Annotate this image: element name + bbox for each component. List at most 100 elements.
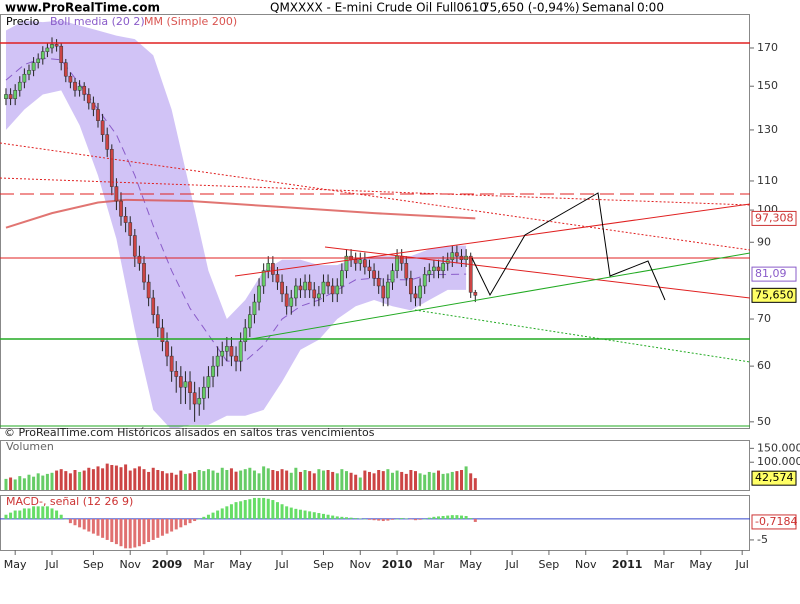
moving-average bbox=[5, 198, 476, 229]
candle-body bbox=[436, 266, 441, 271]
bar bbox=[275, 502, 279, 519]
candle-body bbox=[77, 85, 82, 91]
bar bbox=[105, 463, 109, 490]
bar bbox=[36, 473, 40, 490]
bar bbox=[381, 471, 385, 490]
bar bbox=[211, 470, 215, 490]
bar bbox=[225, 470, 229, 490]
candle-body bbox=[307, 281, 312, 291]
candle-body bbox=[59, 45, 64, 63]
bar bbox=[50, 508, 54, 519]
bar bbox=[147, 518, 151, 543]
candle-body bbox=[96, 109, 100, 121]
bar bbox=[36, 506, 40, 519]
bar bbox=[188, 473, 192, 490]
bar bbox=[321, 513, 325, 519]
candle-body bbox=[165, 341, 169, 357]
bar bbox=[202, 471, 206, 490]
bar bbox=[165, 473, 169, 490]
note: © ProRealTime.com Históricos alisados en… bbox=[4, 426, 375, 439]
bar bbox=[78, 471, 82, 490]
bar bbox=[436, 470, 440, 490]
bar bbox=[257, 473, 261, 490]
bar bbox=[64, 471, 68, 490]
candle-body bbox=[367, 266, 372, 271]
candle-body bbox=[68, 75, 73, 83]
candle-body bbox=[50, 44, 54, 49]
time: 0:00 bbox=[637, 1, 664, 15]
candle-body bbox=[13, 90, 18, 99]
bar bbox=[128, 470, 132, 490]
bar bbox=[183, 473, 187, 490]
bar bbox=[349, 517, 353, 519]
x-tick-label: 2011 bbox=[612, 558, 643, 571]
bar bbox=[363, 470, 367, 490]
bar bbox=[87, 467, 91, 490]
candle-body bbox=[45, 47, 50, 52]
panel-label: Volumen bbox=[6, 440, 54, 453]
candle-body bbox=[432, 266, 436, 271]
x-tick-label: 2010 bbox=[382, 558, 413, 571]
x-tick-label: Jul bbox=[44, 558, 58, 571]
bar bbox=[156, 470, 160, 490]
x-tick-label: Nov bbox=[575, 558, 597, 571]
candle-body bbox=[284, 293, 289, 307]
bar bbox=[280, 469, 284, 490]
candle-body bbox=[8, 94, 13, 99]
value-box-label: 42,574 bbox=[755, 471, 794, 484]
bar bbox=[248, 499, 252, 519]
channel-top bbox=[234, 203, 750, 277]
bar bbox=[418, 473, 422, 490]
bar bbox=[174, 474, 178, 490]
candle-body bbox=[36, 58, 41, 63]
x-tick-label: Nov bbox=[350, 558, 372, 571]
x-tick-label: 2009 bbox=[152, 558, 183, 571]
y-tick-label: 90 bbox=[757, 235, 771, 248]
bar bbox=[252, 497, 256, 519]
bar bbox=[257, 497, 261, 519]
bar bbox=[41, 475, 45, 490]
value-box-label: -0,7184 bbox=[755, 515, 797, 528]
bar bbox=[252, 470, 256, 490]
candle-body bbox=[473, 292, 478, 296]
bar bbox=[202, 516, 206, 519]
x-tick-label: May bbox=[689, 558, 712, 571]
bar bbox=[280, 504, 284, 519]
candle-body bbox=[399, 255, 404, 264]
bar bbox=[206, 514, 210, 519]
candle-body bbox=[390, 270, 395, 283]
bar bbox=[124, 464, 128, 490]
bar bbox=[151, 467, 155, 490]
bar bbox=[225, 506, 229, 519]
bar bbox=[160, 518, 164, 536]
x-tick-label: May bbox=[459, 558, 482, 571]
bar bbox=[55, 470, 59, 490]
bar bbox=[68, 518, 72, 524]
candle-body bbox=[160, 327, 165, 342]
candle-body bbox=[252, 301, 257, 315]
bar bbox=[133, 468, 137, 490]
candle-body bbox=[132, 235, 137, 257]
bar bbox=[450, 471, 454, 490]
value-box-label: 81,09 bbox=[755, 267, 787, 280]
candle-body bbox=[63, 62, 68, 77]
bar bbox=[367, 518, 371, 520]
candle-body bbox=[247, 314, 252, 329]
bar bbox=[354, 518, 358, 519]
candle-body bbox=[335, 285, 340, 295]
candle-body bbox=[114, 186, 119, 202]
bar bbox=[193, 471, 197, 490]
bar bbox=[344, 471, 348, 490]
bar bbox=[41, 506, 45, 519]
candle-body bbox=[128, 222, 133, 236]
bar bbox=[137, 466, 141, 490]
candle-body bbox=[4, 94, 8, 99]
candle-body bbox=[372, 270, 376, 279]
bar bbox=[464, 466, 468, 490]
bar bbox=[197, 470, 201, 490]
bar bbox=[446, 473, 450, 490]
panel-label: MACD-, señal (12 26 9) bbox=[6, 495, 133, 508]
candle-body bbox=[183, 381, 188, 388]
bar bbox=[248, 467, 252, 490]
